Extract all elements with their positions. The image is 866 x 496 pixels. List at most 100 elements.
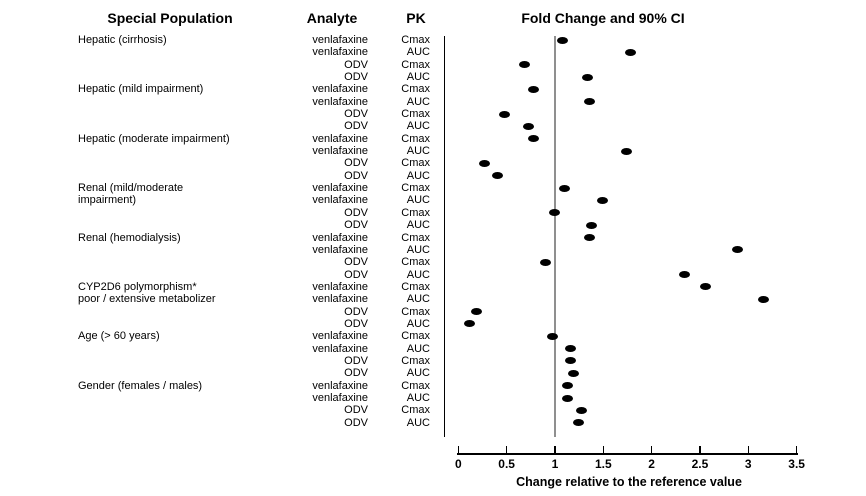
pk-label: AUC xyxy=(406,367,430,380)
analyte-label: venlafaxine xyxy=(312,379,368,392)
pk-label: Cmax xyxy=(401,404,430,417)
pk-label: AUC xyxy=(406,219,430,232)
population-label: Hepatic (cirrhosis) xyxy=(78,34,167,46)
pk-label: AUC xyxy=(406,317,430,330)
x-axis-tick-label: 1.5 xyxy=(594,457,612,471)
population-label: Renal (hemodialysis) xyxy=(78,231,181,244)
pk-label: Cmax xyxy=(401,157,430,170)
analyte-label: venlafaxine xyxy=(312,231,368,244)
analyte-label: venlafaxine xyxy=(312,83,368,96)
fold-change-dot xyxy=(557,36,569,44)
analyte-label: ODV xyxy=(344,71,368,84)
x-axis-tick xyxy=(602,446,604,453)
fold-change-dot xyxy=(523,122,535,130)
pk-label: Cmax xyxy=(401,231,430,244)
pk-label: Cmax xyxy=(401,379,430,392)
plot-left-border-line xyxy=(444,36,446,437)
fold-change-dot xyxy=(567,369,579,377)
fold-change-dot xyxy=(528,85,540,93)
population-label: Renal (mild/moderate xyxy=(78,182,184,195)
fold-change-dot xyxy=(624,48,636,56)
fold-change-dot xyxy=(528,135,540,143)
fold-change-dot xyxy=(575,406,587,414)
fold-change-dot xyxy=(732,246,744,254)
analyte-label: ODV xyxy=(344,268,368,281)
column-header-analyte: Analyte xyxy=(306,10,358,26)
pk-label: AUC xyxy=(406,392,430,404)
pk-label: Cmax xyxy=(401,354,430,367)
pk-label: AUC xyxy=(406,95,430,108)
analyte-label: ODV xyxy=(344,367,368,380)
pk-label: AUC xyxy=(406,194,430,207)
population-label: CYP2D6 polymorphism* xyxy=(78,280,197,293)
fold-change-dot xyxy=(464,320,476,328)
analyte-label: venlafaxine xyxy=(312,95,368,108)
fold-change-dot xyxy=(572,419,584,427)
pk-label: Cmax xyxy=(401,182,430,195)
pk-label: Cmax xyxy=(401,206,430,219)
pk-label: AUC xyxy=(406,293,430,306)
fold-change-dot xyxy=(499,110,511,118)
fold-change-dot xyxy=(562,394,574,402)
analyte-label: venlafaxine xyxy=(312,34,368,46)
x-axis-tick-label: 3 xyxy=(744,457,752,471)
pk-label: Cmax xyxy=(401,330,430,343)
population-label: Hepatic (mild impairment) xyxy=(78,83,204,96)
x-axis-label: Change relative to the reference value xyxy=(516,475,742,489)
analyte-label: ODV xyxy=(344,108,368,121)
x-axis-tick-label: 2 xyxy=(648,457,655,471)
population-label: impairment) xyxy=(78,194,137,207)
population-label: Gender (females / males) xyxy=(78,379,203,392)
x-axis-tick-label: 0.5 xyxy=(498,457,515,471)
analyte-label: venlafaxine xyxy=(312,392,368,404)
x-axis-tick xyxy=(505,446,508,453)
fold-change-dot xyxy=(546,332,558,340)
fold-change-dot xyxy=(518,61,530,69)
analyte-label: ODV xyxy=(344,416,368,429)
x-axis-tick xyxy=(747,446,749,453)
fold-change-dot xyxy=(549,209,561,217)
pk-label: Cmax xyxy=(401,58,430,71)
analyte-label: venlafaxine xyxy=(312,132,368,145)
pk-label: AUC xyxy=(406,46,430,59)
analyte-label: ODV xyxy=(344,305,368,318)
analyte-label: ODV xyxy=(344,404,368,417)
fold-change-dot xyxy=(620,147,632,155)
analyte-label: venlafaxine xyxy=(312,182,368,195)
plot-title: Fold Change and 90% CI xyxy=(521,10,685,26)
pk-label: AUC xyxy=(406,268,430,281)
fold-change-dot xyxy=(678,271,690,279)
x-axis-tick-label: 2.5 xyxy=(691,457,709,471)
fold-change-dot xyxy=(492,172,504,180)
x-axis-tick xyxy=(650,446,653,453)
pk-label: AUC xyxy=(406,243,430,256)
analyte-label: venlafaxine xyxy=(312,280,368,293)
analyte-label: ODV xyxy=(344,354,368,367)
analyte-label: venlafaxine xyxy=(312,342,368,355)
fold-change-dot xyxy=(562,382,574,390)
pk-label: AUC xyxy=(406,120,430,133)
analyte-label: ODV xyxy=(344,120,368,133)
analyte-label: ODV xyxy=(344,256,368,269)
x-axis-line xyxy=(457,453,798,455)
pk-label: Cmax xyxy=(401,305,430,318)
x-axis-tick xyxy=(554,446,556,453)
fold-change-dot xyxy=(700,283,712,291)
pk-label: AUC xyxy=(406,169,430,182)
analyte-label: venlafaxine xyxy=(312,243,368,256)
population-label: poor / extensive metabolizer xyxy=(78,293,216,306)
fold-change-dot xyxy=(586,221,598,229)
pk-label: Cmax xyxy=(401,132,430,145)
fold-change-dot xyxy=(584,98,596,106)
fold-change-dot xyxy=(478,159,490,167)
column-header-pk: PK xyxy=(406,10,426,26)
fold-change-dot xyxy=(471,308,483,316)
population-label: Hepatic (moderate impairment) xyxy=(78,132,230,145)
fold-change-dot xyxy=(564,357,576,365)
fold-change-dot xyxy=(582,73,594,81)
x-axis-tick xyxy=(457,446,459,453)
analyte-label: venlafaxine xyxy=(312,46,368,59)
analyte-label: ODV xyxy=(344,206,368,219)
fold-change-dot xyxy=(539,258,551,266)
analyte-label: ODV xyxy=(344,58,368,71)
